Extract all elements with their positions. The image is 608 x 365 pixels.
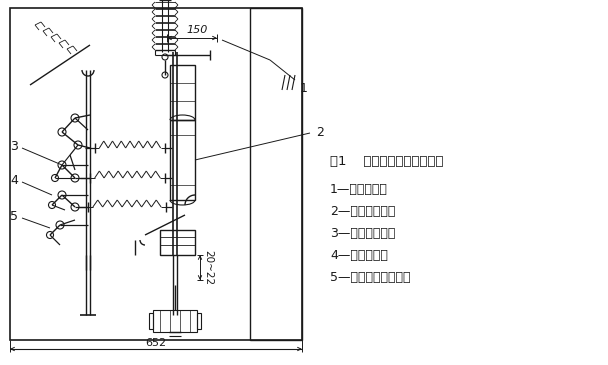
- Circle shape: [58, 191, 66, 199]
- Text: 4: 4: [10, 173, 18, 187]
- Text: 2—真空灭弧室；: 2—真空灭弧室；: [330, 205, 395, 218]
- Bar: [197, 313, 201, 329]
- Text: 652: 652: [145, 338, 167, 348]
- Text: 5: 5: [10, 210, 18, 223]
- Circle shape: [58, 128, 66, 136]
- Circle shape: [49, 201, 55, 208]
- Text: 2: 2: [316, 127, 324, 139]
- Bar: [250, 8, 302, 340]
- Text: 3—隔离操作轴；: 3—隔离操作轴；: [330, 227, 395, 240]
- Text: 3: 3: [10, 139, 18, 153]
- Text: 150: 150: [186, 25, 208, 35]
- Circle shape: [74, 141, 82, 149]
- Bar: [10, 8, 302, 340]
- Bar: [170, 65, 195, 120]
- Circle shape: [71, 174, 79, 182]
- Bar: [149, 313, 153, 329]
- Circle shape: [58, 161, 66, 169]
- Circle shape: [71, 203, 79, 211]
- Circle shape: [71, 114, 79, 122]
- Text: 1: 1: [300, 81, 308, 95]
- Bar: [153, 310, 197, 332]
- Text: 5—真空灭弧室操作轴: 5—真空灭弧室操作轴: [330, 271, 410, 284]
- Text: 1—隔离开关；: 1—隔离开关；: [330, 183, 388, 196]
- Circle shape: [46, 231, 54, 238]
- Circle shape: [56, 221, 64, 229]
- Bar: [170, 120, 195, 200]
- Text: 图1    联动式结构的负荷开关: 图1 联动式结构的负荷开关: [330, 155, 443, 168]
- Circle shape: [162, 54, 168, 60]
- Circle shape: [52, 174, 58, 181]
- Circle shape: [162, 72, 168, 78]
- Text: 20~22: 20~22: [203, 250, 213, 285]
- Text: 4—机构主轴；: 4—机构主轴；: [330, 249, 388, 262]
- Bar: [160, 230, 195, 255]
